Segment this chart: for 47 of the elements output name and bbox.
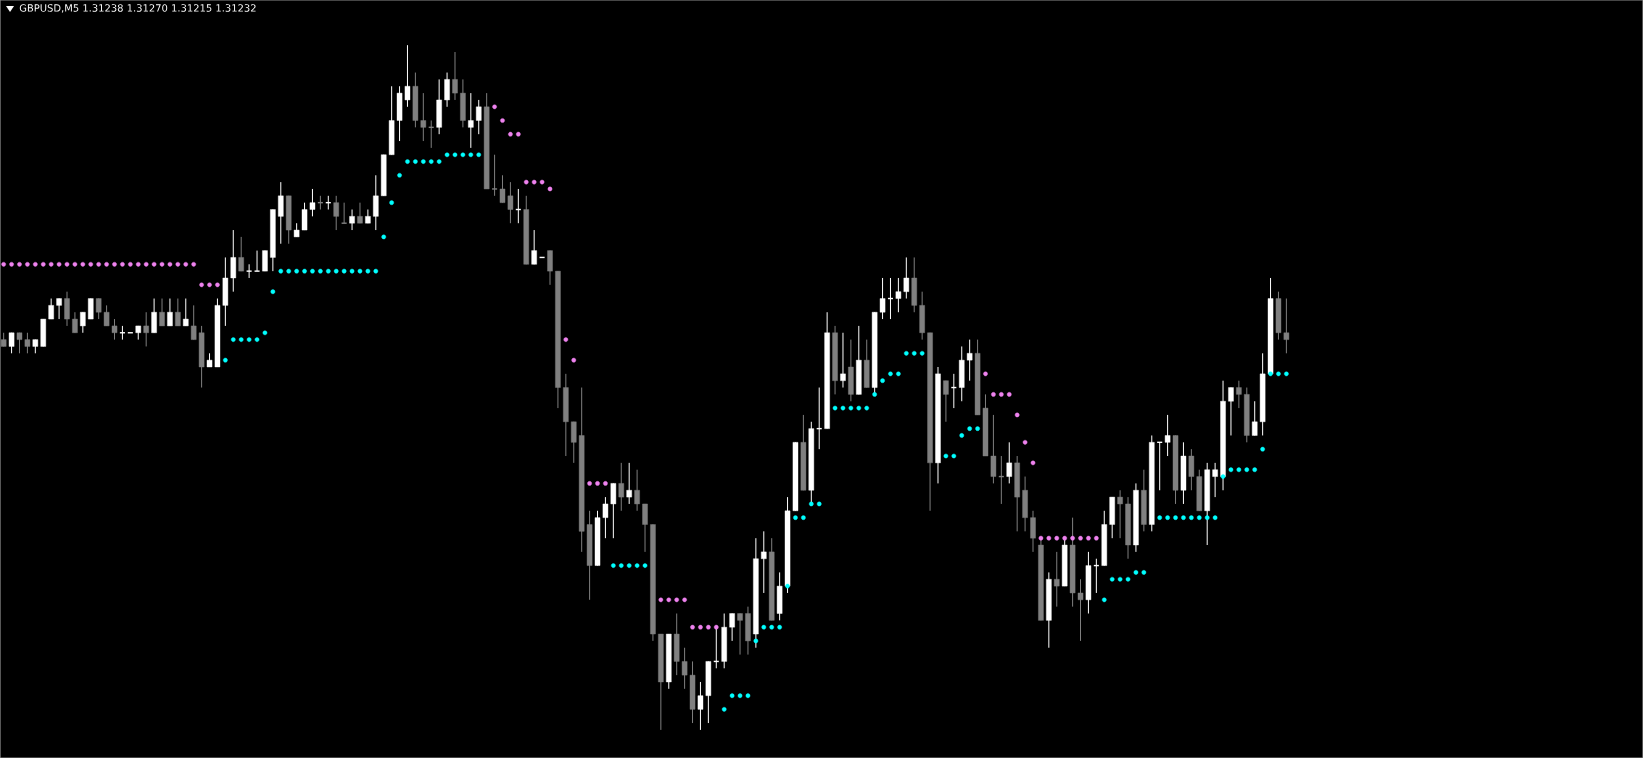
candlestick <box>444 72 450 108</box>
candlestick <box>333 195 339 231</box>
candlestick <box>238 236 244 272</box>
candlestick <box>8 332 15 354</box>
candlestick <box>88 298 94 320</box>
candlestick <box>56 298 62 320</box>
candlestick <box>245 263 253 279</box>
candlestick <box>167 298 173 327</box>
candlestick <box>468 92 474 149</box>
candlestick <box>278 181 284 245</box>
candlestick <box>642 503 648 553</box>
candlestick <box>357 202 363 224</box>
candlestick <box>1228 387 1234 436</box>
candlestick <box>452 51 458 101</box>
candlestick <box>761 530 767 594</box>
candlestick <box>634 469 640 512</box>
candlestick <box>64 291 70 327</box>
candlestick <box>175 298 181 327</box>
candlestick <box>476 99 482 135</box>
candlestick <box>159 298 165 327</box>
candlestick <box>1236 380 1242 409</box>
candlestick <box>943 380 949 423</box>
candlestick <box>547 250 553 286</box>
candlestick <box>151 298 157 334</box>
candlestick <box>729 613 735 642</box>
candlestick <box>1054 551 1060 608</box>
candlestick <box>80 311 86 334</box>
candlestick <box>840 332 846 389</box>
candlestick <box>253 250 261 272</box>
candlestick <box>48 298 54 320</box>
candlestick <box>491 154 498 197</box>
chart-title: GBPUSD,M5 1.31238 1.31270 1.31215 1.31232 <box>19 4 256 13</box>
candlestick <box>737 613 743 656</box>
candlestick <box>262 250 268 272</box>
candlestick <box>349 209 355 231</box>
candlestick <box>618 462 624 512</box>
candlestick <box>1212 462 1218 498</box>
candlestick <box>531 229 537 265</box>
candlestick <box>143 311 149 347</box>
candlestick <box>1117 489 1123 539</box>
candlestick <box>183 298 189 327</box>
candlestick <box>1164 414 1171 457</box>
candlestick <box>1006 441 1012 484</box>
candlestick <box>72 311 78 334</box>
candlestick <box>373 174 379 231</box>
candlestick <box>626 462 632 505</box>
candlestick <box>1030 510 1036 553</box>
